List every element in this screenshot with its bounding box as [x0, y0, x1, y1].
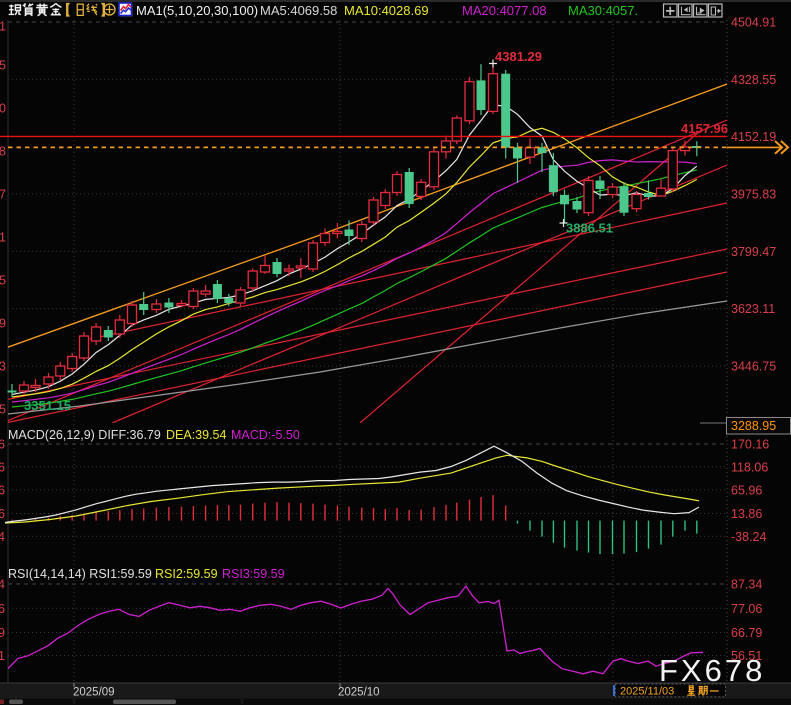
svg-text:MA30:4057.: MA30:4057.	[568, 3, 638, 18]
svg-text:4381.29: 4381.29	[495, 49, 542, 64]
svg-text:118.06: 118.06	[731, 460, 768, 474]
svg-text:9: 9	[0, 626, 5, 640]
svg-text:3288.95: 3288.95	[731, 419, 776, 433]
svg-text:13.86: 13.86	[731, 507, 762, 521]
svg-text:6: 6	[0, 460, 5, 474]
svg-text:66.79: 66.79	[731, 626, 762, 640]
svg-text:4: 4	[0, 530, 5, 544]
svg-text:MACD(26,12,9) DIFF:36.79: MACD(26,12,9) DIFF:36.79	[8, 428, 161, 442]
svg-text:65.96: 65.96	[731, 484, 762, 498]
svg-text:3351.15: 3351.15	[24, 398, 71, 413]
svg-text:4: 4	[0, 578, 5, 592]
svg-text:6: 6	[0, 438, 5, 452]
svg-text:5: 5	[0, 403, 6, 417]
svg-text:87.34: 87.34	[731, 578, 762, 592]
svg-text:3799.47: 3799.47	[731, 245, 776, 259]
svg-text:2025/09: 2025/09	[73, 687, 115, 699]
svg-text:6: 6	[0, 507, 5, 521]
svg-text:1: 1	[0, 231, 6, 245]
svg-text:MA20:4077.08: MA20:4077.08	[462, 3, 547, 18]
svg-text:DEA:39.54: DEA:39.54	[166, 428, 227, 442]
svg-text:4504.91: 4504.91	[731, 16, 776, 30]
svg-text:FX678: FX678	[659, 653, 765, 688]
svg-text:1: 1	[0, 20, 6, 34]
svg-text:3623.11: 3623.11	[731, 302, 775, 316]
svg-text:3886.51: 3886.51	[566, 221, 613, 236]
svg-text:56.51: 56.51	[731, 649, 762, 663]
svg-text:5: 5	[0, 274, 6, 288]
svg-text:2025/11/03: 2025/11/03	[620, 686, 674, 698]
svg-text:4328.55: 4328.55	[731, 73, 776, 87]
svg-text:MA5:4069.58: MA5:4069.58	[260, 3, 337, 18]
svg-text:170.16: 170.16	[731, 438, 769, 452]
svg-text:MA1(5,10,20,30,100): MA1(5,10,20,30,100)	[136, 3, 258, 18]
svg-text:77.06: 77.06	[731, 602, 762, 616]
svg-text:MA10:4028.69: MA10:4028.69	[344, 3, 429, 18]
svg-text:9: 9	[0, 317, 6, 331]
svg-text:4157.96: 4157.96	[681, 121, 728, 136]
svg-text:-38.24: -38.24	[731, 530, 766, 544]
svg-text:5: 5	[0, 59, 6, 73]
svg-text:RSI(14,14,14) RSI1:59.59: RSI(14,14,14) RSI1:59.59	[8, 567, 152, 581]
svg-text:1: 1	[0, 649, 5, 663]
svg-text:6: 6	[0, 602, 5, 616]
svg-text:6: 6	[0, 484, 5, 498]
svg-text:3975.83: 3975.83	[731, 188, 776, 202]
svg-text:3446.75: 3446.75	[731, 360, 776, 374]
svg-text:7: 7	[0, 188, 6, 202]
svg-text:8: 8	[0, 145, 6, 159]
svg-text:RSI3:59.59: RSI3:59.59	[222, 567, 285, 581]
svg-text:MACD:-5.50: MACD:-5.50	[231, 428, 300, 442]
svg-text:2025/10: 2025/10	[338, 687, 380, 699]
svg-text:4152.19: 4152.19	[731, 130, 776, 144]
svg-text:3: 3	[0, 360, 6, 374]
svg-text:RSI2:59.59: RSI2:59.59	[155, 567, 218, 581]
svg-text:0: 0	[0, 102, 6, 116]
